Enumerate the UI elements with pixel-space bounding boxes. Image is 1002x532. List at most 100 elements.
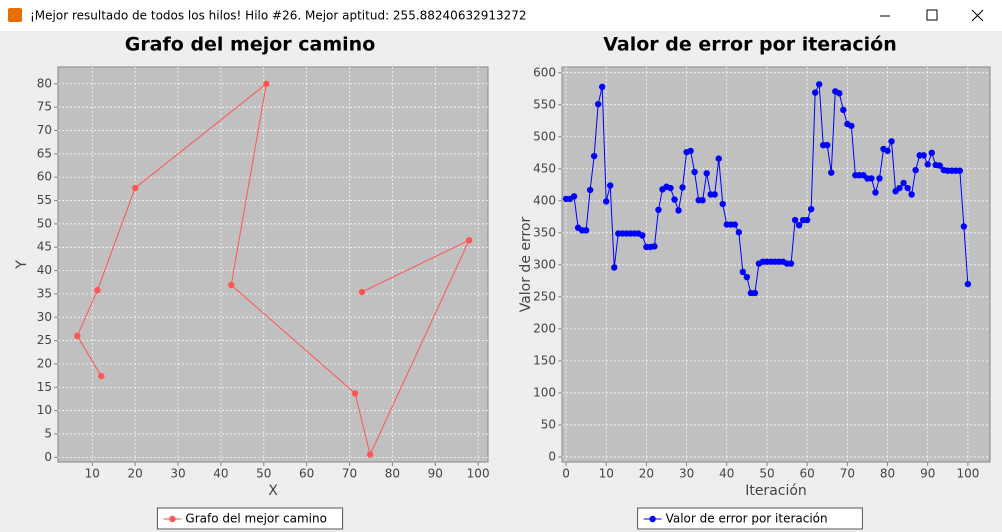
data-point [611,264,618,271]
data-point [603,198,610,205]
x-tick-label: 10 [599,467,614,481]
data-point [679,184,686,191]
x-tick-label: 40 [719,467,734,481]
x-tick-label: 10 [85,467,100,481]
maximize-button[interactable] [926,9,938,21]
data-point [719,200,726,208]
data-point [98,372,105,380]
data-point [964,280,972,288]
legend-box [156,507,344,530]
data-point [351,390,359,397]
y-tick-label: 300 [533,257,556,271]
x-tick-label: 100 [467,467,490,481]
data-point [263,80,270,88]
data-point [655,206,662,214]
data-point [675,207,682,214]
x-axis-label: X [268,483,278,499]
data-point [791,216,799,224]
x-tick-label: 60 [800,467,815,481]
data-point [956,167,964,174]
data-point [607,182,614,189]
legend-label: Grafo del mejor camino [185,512,327,526]
data-point [811,89,819,96]
data-point [888,138,895,145]
x-tick-label: 70 [342,467,357,481]
x-tick-label: 30 [170,467,185,481]
app-icon [8,8,22,22]
y-tick-label: 250 [533,289,556,303]
data-point [868,175,875,182]
data-point [896,184,903,192]
y-tick-label: 0 [548,450,556,464]
y-axis-label: Valor de error [518,216,534,312]
data-point [715,155,722,162]
data-point [74,332,81,340]
x-tick-label: 40 [213,467,228,481]
data-point [228,281,235,289]
y-tick-label: 60 [37,170,52,184]
x-tick-label: 50 [759,467,774,481]
y-tick-label: 350 [533,225,556,239]
y-tick-label: 80 [37,76,52,90]
data-point [687,147,694,155]
data-point [876,175,883,182]
x-tick-label: 20 [128,467,143,481]
data-point [928,149,935,157]
x-tick-label: 80 [880,467,895,481]
data-point [671,196,678,203]
data-point [94,286,101,294]
x-tick-label: 0 [562,467,570,481]
x-tick-label: 30 [679,467,694,481]
legend-box [637,507,863,530]
y-tick-label: 0 [44,450,52,464]
chart-title: Grafo del mejor camino [125,34,376,56]
y-tick-label: 50 [37,216,52,230]
y-tick-label: 500 [533,129,556,143]
close-button[interactable] [971,9,984,22]
data-point [465,237,473,244]
y-tick-label: 65 [37,146,52,160]
data-point [131,184,139,192]
window-title: ¡Mejor resultado de todos los hilos! Hil… [30,9,527,23]
y-tick-label: 450 [533,161,556,175]
x-tick-label: 60 [299,467,314,481]
plot-area [57,66,489,463]
y-tick-label: 5 [44,426,52,440]
x-tick-label: 100 [956,467,979,481]
data-point [751,289,759,297]
data-point [807,205,815,213]
data-point [803,216,811,224]
y-tick-label: 55 [37,193,52,207]
y-tick-label: 35 [37,286,52,300]
data-point [787,260,795,267]
y-tick-label: 100 [533,385,556,399]
data-point [735,229,743,236]
x-tick-label: 90 [428,467,443,481]
data-point [795,221,803,229]
data-point [731,221,739,228]
y-tick-label: 50 [541,417,556,431]
data-point [920,152,927,159]
x-tick-label: 70 [840,467,855,481]
data-point [699,197,706,204]
y-tick-label: 600 [533,65,556,79]
data-point [711,191,718,198]
data-point [667,184,674,192]
legend-swatch-point [169,515,176,523]
chart-title: Valor de error por iteración [603,34,896,56]
y-tick-label: 15 [37,380,52,394]
x-tick-label: 80 [385,467,400,481]
data-point [691,168,698,176]
y-tick-label: 70 [37,123,52,137]
x-tick-label: 20 [639,467,654,481]
y-tick-label: 200 [533,321,556,335]
data-point [590,152,598,160]
y-tick-label: 550 [533,97,556,111]
y-tick-label: 150 [533,353,556,367]
data-point [848,122,855,130]
y-tick-label: 20 [37,356,52,370]
data-point [836,90,843,97]
series-line [76,82,471,457]
